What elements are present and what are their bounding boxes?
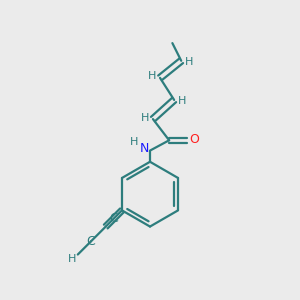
Text: N: N — [140, 142, 149, 155]
Text: H: H — [185, 57, 194, 67]
Text: H: H — [148, 71, 156, 81]
Text: O: O — [189, 133, 199, 146]
Text: C: C — [87, 235, 95, 248]
Text: H: H — [140, 112, 149, 123]
Text: H: H — [178, 96, 187, 106]
Text: C: C — [110, 212, 118, 225]
Text: H: H — [68, 254, 77, 264]
Text: H: H — [130, 137, 138, 147]
